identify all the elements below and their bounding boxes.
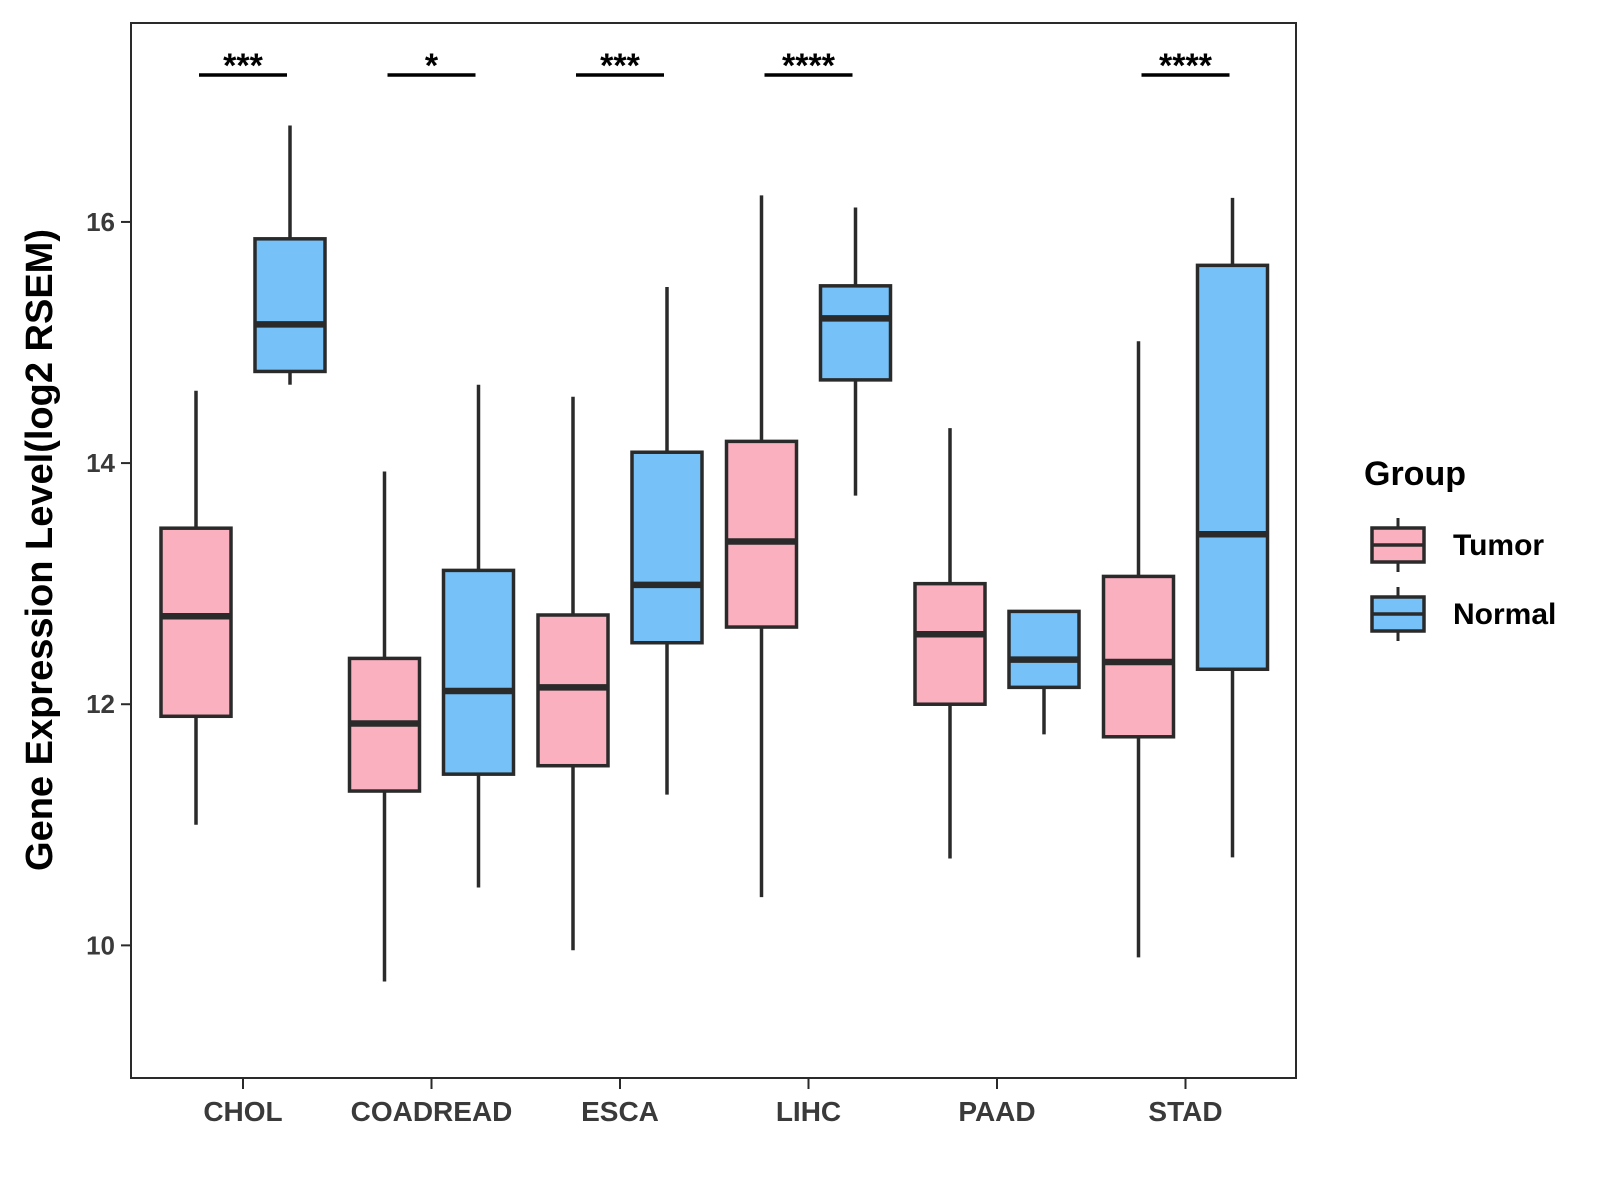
significance-layer: *** * *** **** **** [199,47,1230,85]
box-body [1101,574,1176,739]
box-normal-stad [1195,197,1270,858]
y-tick-label: 10 [86,930,115,960]
legend-title: Group [1364,455,1466,493]
significance-label-stad: **** [1159,47,1213,85]
significance-label-lihc: **** [782,47,836,85]
y-axis: 10 12 14 16 [86,207,131,960]
x-tick-label-lihc: LIHC [776,1096,841,1127]
box-body [630,450,704,645]
x-tick-label-coadread: COADREAD [351,1096,513,1127]
box-body [818,284,893,382]
box-tumor-paad [913,428,987,859]
x-tick-label-paad: PAAD [958,1096,1035,1127]
box-normal-esca [630,287,704,795]
plot-panel [130,22,1297,1079]
legend-label-normal: Normal [1453,598,1556,631]
legend: Group Tumor Normal [1364,455,1556,641]
box-normal-chol [253,125,327,385]
x-axis: CHOL COADREAD ESCA LIHC PAAD STAD [203,1078,1223,1127]
significance-label-chol: *** [223,47,263,85]
box-tumor-lihc [724,195,799,898]
box-body [159,526,233,719]
box-body [724,439,799,629]
y-tick-label: 12 [86,689,115,719]
box-tumor-esca [536,396,610,951]
box-normal-coadread [441,384,516,888]
box-tumor-chol [159,390,233,825]
box-body [1007,609,1081,690]
box-tumor-stad [1101,341,1176,958]
y-tick-label: 14 [86,448,115,478]
box-body [441,568,516,776]
box-normal-lihc [818,207,893,496]
legend-entry-normal: Normal [1370,587,1556,641]
box-tumor-coadread [347,471,422,982]
significance-label-coadread: * [425,47,439,85]
y-axis-title: Gene Expression Level(log2 RSEM) [19,229,61,871]
legend-label-tumor: Tumor [1453,529,1544,562]
y-tick-label: 16 [86,207,115,237]
x-tick-label-esca: ESCA [581,1096,659,1127]
x-tick-label-stad: STAD [1148,1096,1222,1127]
x-tick-label-chol: CHOL [203,1096,282,1127]
box-body [913,581,987,706]
significance-label-esca: *** [600,47,640,85]
box-body [253,237,327,374]
boxes-layer [159,125,1270,982]
box-body [1195,263,1270,672]
box-normal-paad [1007,609,1081,735]
legend-entry-tumor: Tumor [1370,518,1544,572]
